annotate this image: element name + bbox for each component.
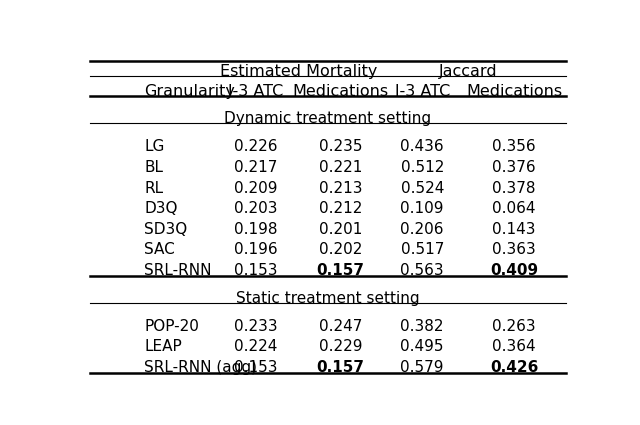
Text: Medications: Medications bbox=[466, 84, 562, 99]
Text: 0.203: 0.203 bbox=[234, 201, 278, 216]
Text: 0.209: 0.209 bbox=[234, 181, 278, 196]
Text: Estimated Mortality: Estimated Mortality bbox=[220, 64, 377, 79]
Text: l-3 ATC: l-3 ATC bbox=[228, 84, 284, 99]
Text: Medications: Medications bbox=[292, 84, 388, 99]
Text: Jaccard: Jaccard bbox=[439, 64, 497, 79]
Text: SAC: SAC bbox=[145, 242, 175, 258]
Text: 0.382: 0.382 bbox=[401, 319, 444, 334]
Text: 0.512: 0.512 bbox=[401, 160, 444, 175]
Text: LG: LG bbox=[145, 139, 165, 154]
Text: 0.213: 0.213 bbox=[319, 181, 362, 196]
Text: 0.217: 0.217 bbox=[234, 160, 278, 175]
Text: 0.235: 0.235 bbox=[319, 139, 362, 154]
Text: 0.196: 0.196 bbox=[234, 242, 278, 258]
Text: SRL-RNN (agg): SRL-RNN (agg) bbox=[145, 360, 257, 375]
Text: 0.198: 0.198 bbox=[234, 222, 278, 237]
Text: 0.233: 0.233 bbox=[234, 319, 278, 334]
Text: 0.221: 0.221 bbox=[319, 160, 362, 175]
Text: 0.153: 0.153 bbox=[234, 360, 278, 375]
Text: 0.157: 0.157 bbox=[316, 360, 364, 375]
Text: 0.109: 0.109 bbox=[401, 201, 444, 216]
Text: 0.224: 0.224 bbox=[234, 339, 278, 354]
Text: RL: RL bbox=[145, 181, 164, 196]
Text: 0.206: 0.206 bbox=[401, 222, 444, 237]
Text: 0.363: 0.363 bbox=[492, 242, 536, 258]
Text: 0.517: 0.517 bbox=[401, 242, 444, 258]
Text: 0.202: 0.202 bbox=[319, 242, 362, 258]
Text: D3Q: D3Q bbox=[145, 201, 178, 216]
Text: 0.226: 0.226 bbox=[234, 139, 278, 154]
Text: 0.563: 0.563 bbox=[401, 263, 444, 278]
Text: LEAP: LEAP bbox=[145, 339, 182, 354]
Text: 0.579: 0.579 bbox=[401, 360, 444, 375]
Text: 0.201: 0.201 bbox=[319, 222, 362, 237]
Text: 0.157: 0.157 bbox=[316, 263, 364, 278]
Text: 0.064: 0.064 bbox=[492, 201, 536, 216]
Text: SRL-RNN: SRL-RNN bbox=[145, 263, 212, 278]
Text: 0.143: 0.143 bbox=[492, 222, 536, 237]
Text: 0.153: 0.153 bbox=[234, 263, 278, 278]
Text: 0.364: 0.364 bbox=[492, 339, 536, 354]
Text: BL: BL bbox=[145, 160, 163, 175]
Text: 0.376: 0.376 bbox=[492, 160, 536, 175]
Text: 0.212: 0.212 bbox=[319, 201, 362, 216]
Text: SD3Q: SD3Q bbox=[145, 222, 188, 237]
Text: Static treatment setting: Static treatment setting bbox=[236, 291, 420, 306]
Text: Granularity: Granularity bbox=[145, 84, 236, 99]
Text: 0.247: 0.247 bbox=[319, 319, 362, 334]
Text: 0.356: 0.356 bbox=[492, 139, 536, 154]
Text: 0.409: 0.409 bbox=[490, 263, 538, 278]
Text: l-3 ATC: l-3 ATC bbox=[395, 84, 450, 99]
Text: 0.426: 0.426 bbox=[490, 360, 538, 375]
Text: POP-20: POP-20 bbox=[145, 319, 199, 334]
Text: 0.378: 0.378 bbox=[492, 181, 536, 196]
Text: 0.436: 0.436 bbox=[401, 139, 444, 154]
Text: 0.495: 0.495 bbox=[401, 339, 444, 354]
Text: 0.229: 0.229 bbox=[319, 339, 362, 354]
Text: 0.263: 0.263 bbox=[492, 319, 536, 334]
Text: 0.524: 0.524 bbox=[401, 181, 444, 196]
Text: Dynamic treatment setting: Dynamic treatment setting bbox=[225, 111, 431, 126]
